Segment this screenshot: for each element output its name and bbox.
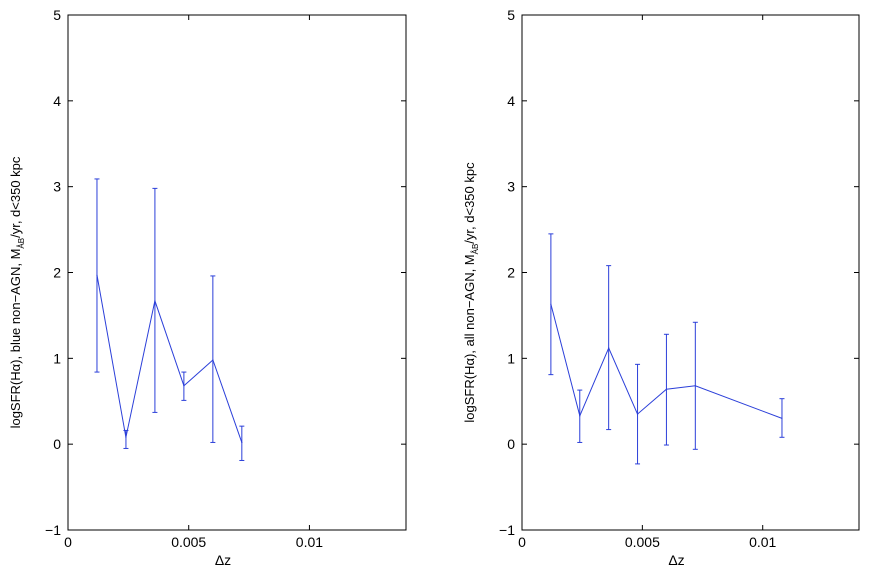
data-point (579, 415, 581, 417)
y-tick-label: −1 (45, 522, 61, 538)
y-tick-label: 2 (53, 265, 61, 281)
data-point (781, 417, 783, 420)
data-point (241, 441, 243, 444)
data-point (212, 359, 214, 361)
y-axis-label-suffix: /yr, d<350 kpc (462, 162, 477, 244)
data-point (665, 388, 668, 390)
y-tick-label: 3 (53, 179, 61, 195)
data-point (125, 436, 127, 438)
y-axis-label-subscript: Å (17, 243, 26, 249)
x-tick-label: 0 (64, 534, 72, 550)
data-point (608, 347, 610, 349)
x-axis-label: Δz (215, 552, 231, 568)
data-point (694, 385, 696, 387)
plot-frame (67, 14, 407, 531)
x-axis-label: Δz (668, 552, 684, 568)
plot-frame (521, 14, 860, 531)
y-tick-label: 4 (507, 93, 515, 109)
y-tick-label: 0 (53, 436, 61, 452)
x-tick-label: 0.005 (171, 534, 206, 550)
series-line (96, 275, 243, 443)
y-tick-label: 1 (507, 350, 515, 366)
y-axis-label-prefix: logSFR(Hα), all non−AGN, M (462, 254, 477, 422)
data-point (183, 385, 185, 387)
y-tick-label: 1 (53, 350, 61, 366)
y-axis-label-subscript-2: B (471, 244, 480, 249)
y-axis-label: logSFR(Hα), blue non−AGN, MÅB/yr, d<350 … (8, 156, 26, 428)
y-axis-label-subscript-2: B (17, 238, 26, 243)
y-axis-label-prefix: logSFR(Hα), blue non−AGN, M (8, 249, 23, 429)
x-tick-label: 0.005 (625, 534, 660, 550)
x-tick-label: 0.01 (749, 534, 776, 550)
x-tick-label: 0 (518, 534, 526, 550)
data-point (96, 274, 98, 276)
data-point (636, 413, 639, 415)
data-point (154, 300, 156, 302)
y-axis-label: logSFR(Hα), all non−AGN, MÅB/yr, d<350 k… (462, 162, 480, 423)
y-tick-label: 5 (53, 7, 61, 23)
y-tick-label: −1 (499, 522, 515, 538)
y-tick-label: 4 (53, 93, 61, 109)
x-tick-label: 0.01 (296, 534, 323, 550)
y-tick-label: 0 (507, 436, 515, 452)
y-axis-label-subscript: Å (471, 248, 480, 254)
y-tick-label: 5 (507, 7, 515, 23)
data-point (550, 303, 552, 305)
y-tick-label: 2 (507, 265, 515, 281)
y-axis-label-suffix: /yr, d<350 kpc (8, 156, 23, 238)
y-tick-label: 3 (507, 179, 515, 195)
